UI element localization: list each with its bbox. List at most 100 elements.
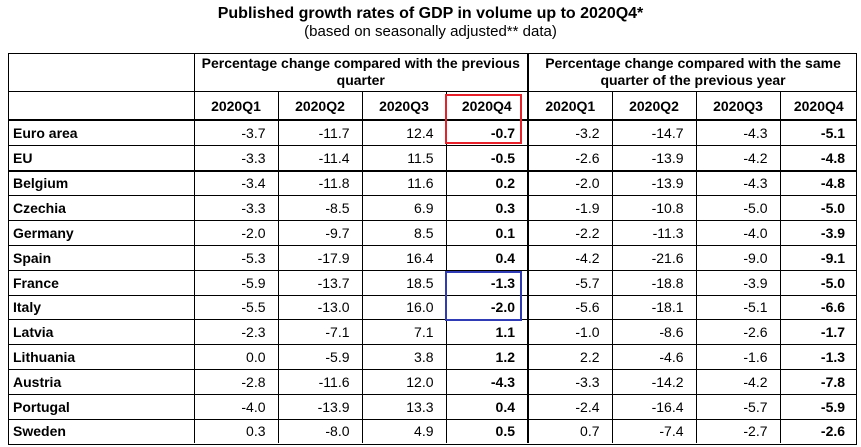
cell-qoq-q2: -11.6	[277, 369, 362, 395]
cell-qoq-q2: -13.7	[277, 270, 362, 296]
cell-yoy-q1: -2.0	[527, 170, 613, 197]
cell-qoq-q4: 0.1	[445, 220, 529, 246]
cell-qoq-q1: 0.3	[193, 419, 278, 444]
cell-yoy-q2: -18.1	[611, 295, 697, 321]
cell-yoy-q3: -4.2	[695, 145, 781, 172]
cell-qoq-q3: 8.5	[361, 220, 446, 246]
country-name: Austria	[8, 369, 194, 395]
cell-yoy-q2: -10.8	[611, 195, 697, 222]
table-row: Portugal -4.0 -13.9 13.3 0.4 -2.4 -16.4 -5.7 -5.…	[8, 394, 858, 420]
cell-yoy-q1: -1.9	[527, 195, 613, 222]
cell-yoy-q2: -8.6	[611, 319, 697, 346]
cell-qoq-q4: -0.7	[445, 120, 529, 146]
col-header-yoy-q4: 2020Q4	[779, 91, 858, 121]
cell-qoq-q4: -2.0	[445, 295, 529, 321]
cell-qoq-q4: -4.3	[445, 369, 529, 395]
table-row: Czechia -3.3 -8.5 6.9 0.3 -1.9 -10.8 -5.0 -5.0	[8, 195, 858, 222]
cell-qoq-q4: 0.3	[445, 195, 529, 222]
cell-yoy-q4: -3.9	[779, 220, 858, 246]
cell-yoy-q2: -4.6	[611, 344, 697, 370]
cell-qoq-q2: -7.1	[277, 319, 362, 346]
cell-qoq-q3: 16.0	[361, 295, 446, 321]
cell-yoy-q3: -3.9	[695, 270, 781, 296]
cell-qoq-q4: 0.5	[445, 419, 529, 444]
cell-yoy-q2: -7.4	[611, 419, 697, 444]
cell-yoy-q1: -1.0	[527, 319, 613, 346]
cell-qoq-q4: -0.5	[445, 145, 529, 172]
col-header-qoq-q1: 2020Q1	[193, 91, 278, 121]
cell-yoy-q2: -14.7	[611, 120, 697, 146]
cell-qoq-q1: -3.3	[193, 145, 278, 172]
cell-qoq-q4: -1.3	[445, 270, 529, 296]
cell-yoy-q4: -6.6	[779, 295, 858, 321]
col-header-yoy-q2: 2020Q2	[611, 91, 697, 121]
cell-yoy-q2: -13.9	[611, 170, 697, 197]
cell-yoy-q3: -2.6	[695, 319, 781, 346]
cell-qoq-q3: 7.1	[361, 319, 446, 346]
cell-qoq-q1: -3.7	[193, 120, 278, 146]
cell-yoy-q2: -16.4	[611, 394, 697, 420]
group-header-qoq: Percentage change compared with the prev…	[193, 53, 529, 92]
header-corner	[8, 53, 194, 92]
cell-qoq-q2: -11.4	[277, 145, 362, 172]
cell-yoy-q3: -1.6	[695, 344, 781, 370]
country-name: Euro area	[8, 120, 194, 146]
table-row: Spain -5.3 -17.9 16.4 0.4 -4.2 -21.6 -9.0 -9.1	[8, 245, 858, 271]
cell-qoq-q2: -13.0	[277, 295, 362, 321]
cell-yoy-q1: -3.3	[527, 369, 613, 395]
cell-qoq-q3: 6.9	[361, 195, 446, 222]
table-row: Austria -2.8 -11.6 12.0 -4.3 -3.3 -14.2 -4.2 -7.…	[8, 369, 858, 395]
cell-yoy-q4: -5.0	[779, 270, 858, 296]
cell-qoq-q2: -11.7	[277, 120, 362, 146]
header-corner-lower	[8, 91, 194, 121]
cell-qoq-q1: -2.0	[193, 220, 278, 246]
col-header-yoy-q3: 2020Q3	[695, 91, 781, 121]
cell-qoq-q3: 13.3	[361, 394, 446, 420]
col-header-qoq-q4: 2020Q4	[445, 91, 529, 121]
country-name: Czechia	[8, 195, 194, 222]
table-row: Latvia -2.3 -7.1 7.1 1.1 -1.0 -8.6 -2.6 -1.7	[8, 319, 858, 346]
cell-yoy-q3: -4.3	[695, 120, 781, 146]
cell-yoy-q4: -5.1	[779, 120, 858, 146]
cell-qoq-q1: -5.5	[193, 295, 278, 321]
cell-qoq-q4: 0.4	[445, 394, 529, 420]
country-name: Sweden	[13, 423, 66, 440]
cell-qoq-q2: -8.5	[277, 195, 362, 222]
table-row: France -5.9 -13.7 18.5 -1.3 -5.7 -18.8 -3.9 -5.0	[8, 270, 858, 296]
cell-yoy-q2: -18.8	[611, 270, 697, 296]
cell-yoy-q3: -5.1	[695, 295, 781, 321]
cell-qoq-q4: 0.4	[445, 245, 529, 271]
cell-qoq-q4: 1.1	[445, 319, 529, 346]
table-row: Belgium -3.4 -11.8 11.6 0.2 -2.0 -13.9 -4.3 -4.8	[8, 170, 858, 197]
cell-yoy-q3: -9.0	[695, 245, 781, 271]
cell-yoy-q4: -4.8	[779, 170, 858, 197]
cell-qoq-q2: -5.9	[277, 344, 362, 370]
country-name: Latvia	[8, 319, 194, 346]
cell-yoy-q4: -1.7	[779, 319, 858, 346]
cell-yoy-q2: -21.6	[611, 245, 697, 271]
cell-qoq-q1: -2.3	[193, 319, 278, 346]
cell-yoy-q1: -2.6	[527, 145, 613, 172]
col-header-qoq-q2: 2020Q2	[277, 91, 362, 121]
cell-yoy-q3: -5.7	[695, 394, 781, 420]
cell-yoy-q4: -5.0	[779, 195, 858, 222]
cell-yoy-q1: -2.2	[527, 220, 613, 246]
country-name: Italy	[8, 295, 194, 321]
country-name: Lithuania	[8, 344, 194, 370]
cell-yoy-q1: 0.7	[527, 419, 613, 444]
cell-yoy-q1: -5.7	[527, 270, 613, 296]
table-body: Euro area -3.7 -11.7 12.4 -0.7 -3.2 -14.7 -4.3-…	[8, 120, 858, 444]
cell-qoq-q4: 1.2	[445, 344, 529, 370]
table-title: Published growth rates of GDP in volume …	[217, 5, 644, 22]
table-subtitle: (based on seasonally adjusted** data)	[304, 23, 557, 40]
country-name: EU	[8, 145, 194, 172]
cell-qoq-q2: -13.9	[277, 394, 362, 420]
table-row: Italy -5.5 -13.0 16.0 -2.0 -5.6 -18.1 -5.1 -6.6	[8, 295, 858, 321]
cell-qoq-q3: 16.4	[361, 245, 446, 271]
country-name: Belgium	[8, 170, 194, 197]
cell-qoq-q2: -8.0	[277, 419, 362, 444]
cell-qoq-q1: -5.3	[193, 245, 278, 271]
group-header-yoy: Percentage change compared with the same…	[527, 53, 858, 92]
col-header-yoy-q1: 2020Q1	[527, 91, 613, 121]
cell-qoq-q1: -5.9	[193, 270, 278, 296]
